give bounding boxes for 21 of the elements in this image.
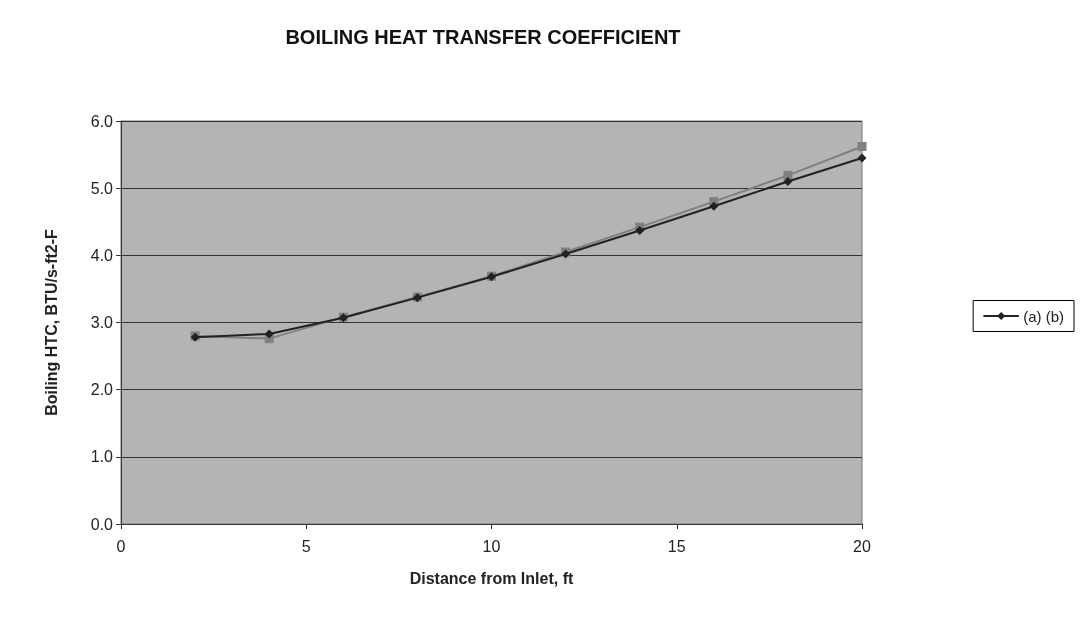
y-tick-label: 1.0 (90, 448, 114, 466)
point (264, 329, 274, 339)
point (857, 153, 867, 163)
y-tick-label: 5.0 (90, 179, 114, 197)
y-tick-label: 4.0 (90, 246, 114, 264)
y-axis-title: Boiling HTC, BTU/s-ft2-F (42, 228, 60, 416)
point (709, 201, 719, 211)
x-tick-label: 5 (301, 537, 311, 555)
y-tick-label: 2.0 (90, 381, 114, 399)
y-tick-label: 3.0 (90, 314, 114, 331)
x-tick-label: 0 (116, 537, 126, 555)
y-tick-label: 0.0 (90, 515, 114, 533)
x-tick-label: 20 (853, 537, 871, 555)
y-tick-label: 6.0 (90, 112, 114, 130)
point (783, 176, 793, 186)
point (857, 142, 867, 152)
x-tick-label: 15 (667, 537, 686, 555)
legend-label: (a) (b) (1023, 307, 1065, 325)
x-tick-label: 10 (482, 537, 501, 555)
x-axis-title: Distance from Inlet, ft (409, 569, 574, 587)
chart-title: BOILING HEAT TRANSFER COEFFICIENT (285, 26, 681, 48)
